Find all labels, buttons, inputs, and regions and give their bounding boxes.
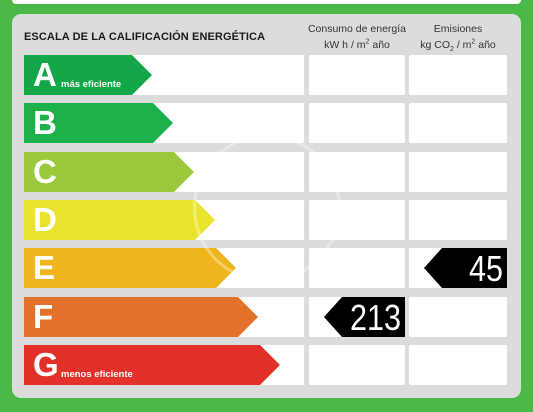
emisiones-cell	[409, 345, 507, 385]
scale-title: ESCALA DE LA CALIFICACIÓN ENERGÉTICA	[24, 31, 266, 43]
rating-label: menos eficiente	[61, 369, 133, 380]
rating-letter: B	[33, 104, 57, 141]
emisiones-cell	[409, 297, 507, 337]
emisiones-badge-value: 45	[468, 248, 503, 289]
rating-letter: F	[33, 298, 54, 335]
emisiones-badge: 45	[424, 248, 507, 288]
emisiones-cell	[409, 55, 507, 95]
rating-letter: C	[33, 153, 57, 190]
rating-bar-e: E	[24, 248, 236, 288]
emisiones-header: Emisiones kg CO2 / m2 año	[408, 21, 508, 53]
rating-letter: G	[33, 346, 59, 383]
consumo-header: Consumo de energía kW h / m2 año	[304, 21, 410, 53]
emisiones-cell	[409, 103, 507, 143]
rating-bar-d: D	[24, 200, 215, 240]
rating-letter: D	[33, 201, 57, 238]
consumo-cell	[309, 55, 405, 95]
consumo-header-line1: Consumo de energía	[307, 23, 407, 35]
watermark-logo	[193, 134, 341, 282]
rating-letter: A	[33, 56, 57, 93]
emisiones-cell	[409, 200, 507, 240]
top-edge	[12, 0, 521, 4]
emisiones-header-line1: Emisiones	[433, 23, 483, 35]
rating-label: más eficiente	[61, 79, 122, 90]
consumo-cell	[309, 103, 405, 143]
emisiones-header-line2: kg CO2 / m2 año	[420, 38, 496, 54]
rating-bar-f: F	[24, 297, 258, 337]
consumo-header-line2: kW h / m2 año	[324, 38, 390, 52]
consumo-badge-value: 213	[349, 297, 401, 338]
consumo-cell	[309, 248, 405, 288]
consumo-cell	[309, 345, 405, 385]
rating-letter: E	[33, 249, 56, 286]
rating-bar-c: C	[24, 152, 194, 192]
emisiones-cell	[409, 152, 507, 192]
rating-bar-b: B	[24, 103, 173, 143]
consumo-badge: 213	[324, 297, 405, 337]
